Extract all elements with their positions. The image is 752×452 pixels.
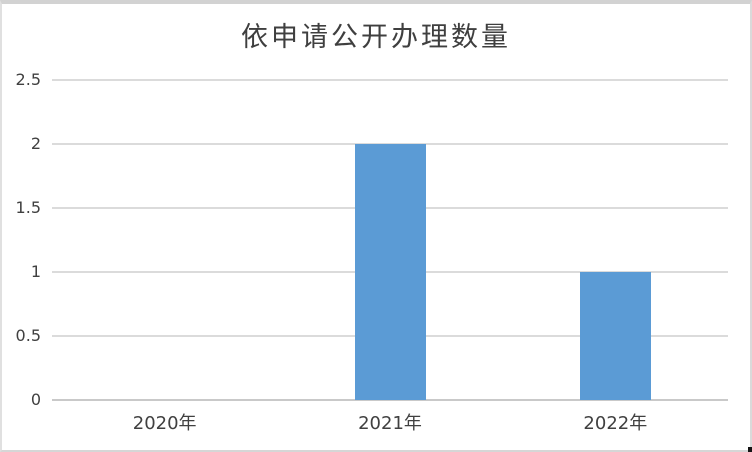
y-axis-tick-label: 1 bbox=[30, 262, 41, 281]
x-axis-tick-label: 2022年 bbox=[583, 413, 648, 434]
y-axis-tick-label: 1.5 bbox=[15, 198, 41, 217]
y-axis-tick-label: 0 bbox=[30, 390, 41, 409]
corner-artifact bbox=[748, 447, 752, 452]
x-axis-line bbox=[52, 399, 728, 401]
chart-bar bbox=[579, 272, 651, 400]
y-axis-tick-label: 2 bbox=[30, 134, 41, 153]
chart-bar bbox=[354, 144, 426, 400]
x-axis-tick-label: 2020年 bbox=[132, 413, 197, 434]
y-gridline bbox=[52, 79, 728, 81]
chart-title: 依申请公开办理数量 bbox=[241, 22, 511, 53]
x-axis-tick-label: 2021年 bbox=[358, 413, 422, 434]
y-axis-tick-label: 2.5 bbox=[15, 70, 41, 89]
y-axis-tick-label: 0.5 bbox=[15, 326, 41, 345]
